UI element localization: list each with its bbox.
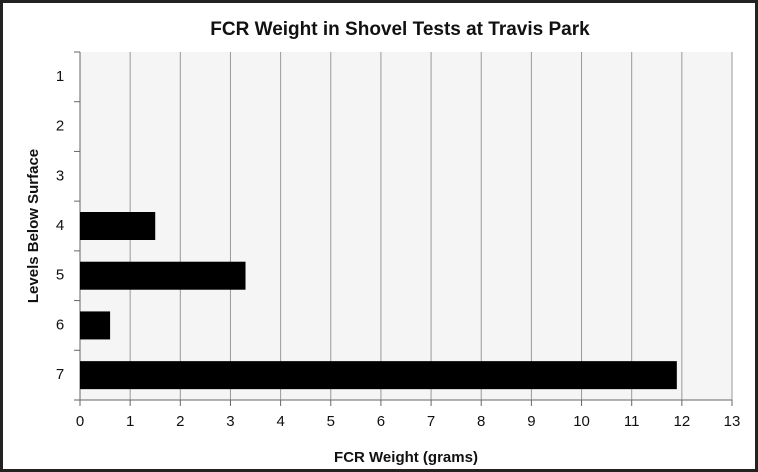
chart-title: FCR Weight in Shovel Tests at Travis Par…: [210, 19, 590, 40]
x-tick-label: 13: [724, 413, 741, 430]
y-tick-label: 5: [56, 267, 64, 284]
y-axis-label: Levels Below Surface: [25, 149, 42, 303]
x-tick-label: 1: [126, 413, 134, 430]
y-tick-label: 1: [56, 68, 64, 85]
y-tick-label: 6: [56, 316, 64, 333]
x-tick-label: 11: [624, 413, 640, 430]
bar: [80, 261, 246, 290]
x-tick-label: 6: [377, 413, 385, 430]
x-tick-label: 12: [674, 413, 691, 430]
y-tick-label: 3: [56, 167, 64, 184]
bar: [80, 361, 677, 390]
bar: [80, 212, 156, 240]
x-axis-label: FCR Weight (grams): [334, 449, 478, 466]
x-tick-label: 10: [573, 413, 590, 430]
x-tick-label: 4: [276, 413, 284, 430]
y-tick-label: 2: [56, 118, 64, 135]
x-tick-label: 0: [76, 413, 84, 430]
x-tick-label: 8: [477, 413, 485, 430]
y-tick-label: 7: [56, 366, 64, 383]
x-tick-label: 9: [527, 413, 535, 430]
x-tick-label: 5: [327, 413, 335, 430]
x-tick-label: 7: [427, 413, 435, 430]
x-tick-label: 2: [176, 413, 184, 430]
y-tick-label: 4: [56, 217, 64, 234]
plot-area: [80, 52, 732, 400]
bar: [80, 311, 111, 340]
x-tick-label: 3: [226, 413, 234, 430]
